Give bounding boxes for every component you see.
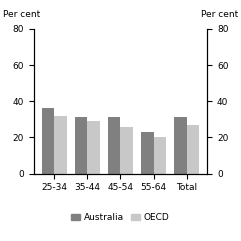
Bar [154,137,166,174]
Bar [87,121,100,174]
Text: Per cent: Per cent [2,10,40,19]
Bar [187,125,199,174]
Bar [75,117,87,174]
Legend: Australia, OECD: Australia, OECD [68,210,173,226]
Bar [54,116,67,174]
Bar [174,117,187,174]
Text: Per cent: Per cent [201,10,239,19]
Bar [141,132,154,174]
Bar [108,117,120,174]
Bar [42,108,54,174]
Bar [120,127,133,174]
